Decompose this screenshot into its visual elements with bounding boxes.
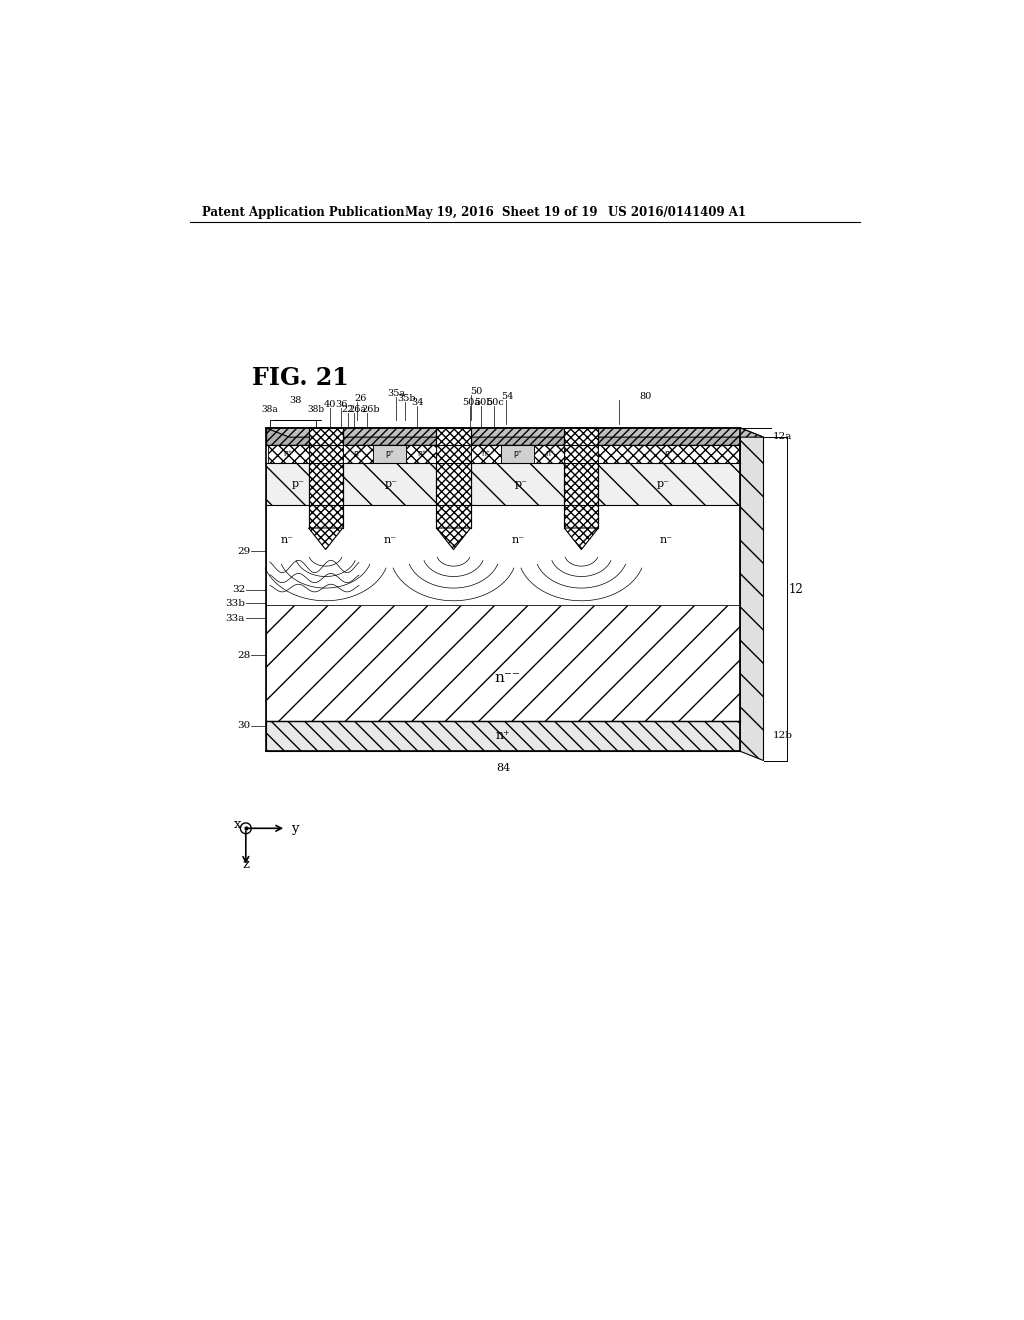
Text: 38a: 38a [261,405,279,414]
Text: p⁺: p⁺ [385,449,394,458]
Text: 36: 36 [335,400,347,409]
Text: 33b: 33b [225,599,245,609]
Text: n⁺: n⁺ [545,449,554,458]
Text: 50a: 50a [462,399,480,407]
Text: 38: 38 [289,396,302,405]
Bar [267,445,308,462]
Text: 34: 34 [412,399,424,407]
Text: n⁺: n⁺ [664,449,673,458]
Text: n⁺: n⁺ [284,449,293,458]
Text: p⁺: p⁺ [513,449,522,458]
Text: 33a: 33a [225,614,245,623]
Bar [308,428,343,528]
Text: p⁻: p⁻ [656,479,670,488]
Text: n⁺: n⁺ [481,449,490,458]
Text: 50c: 50c [486,399,504,407]
Text: 29: 29 [238,546,251,556]
Bar [598,445,738,462]
Text: 12: 12 [790,583,804,597]
Text: US 2016/0141409 A1: US 2016/0141409 A1 [608,206,746,219]
Text: 50: 50 [471,387,483,396]
Text: n⁺: n⁺ [496,730,510,742]
Text: 12b: 12b [773,731,793,741]
Bar [343,445,373,462]
Bar [266,504,740,605]
Text: p⁻: p⁻ [385,479,398,488]
Bar [266,462,740,506]
Bar [471,445,501,462]
Text: p⁻: p⁻ [292,479,305,488]
Text: 28: 28 [238,651,251,660]
Polygon shape [564,528,598,549]
Text: 35b: 35b [397,395,417,404]
Bar [373,445,407,462]
Text: 26a: 26a [348,405,367,414]
Text: z: z [243,858,249,871]
Text: May 19, 2016  Sheet 19 of 19: May 19, 2016 Sheet 19 of 19 [406,206,598,219]
Text: 32: 32 [231,585,245,594]
Text: n⁺: n⁺ [417,449,426,458]
Bar [407,445,436,462]
Text: 22: 22 [342,405,354,414]
Text: n⁻: n⁻ [511,535,524,545]
Text: n⁺: n⁺ [353,449,362,458]
Text: 84: 84 [496,763,510,772]
Text: 12a: 12a [773,432,793,441]
Text: 80: 80 [640,392,652,401]
Text: 38b: 38b [308,405,325,414]
Polygon shape [266,428,764,437]
Text: 30: 30 [238,722,251,730]
Bar [436,428,471,528]
Bar [266,428,740,445]
Text: n⁻: n⁻ [281,535,294,545]
Bar [535,445,564,462]
Text: 40: 40 [324,400,336,409]
Text: 54: 54 [502,392,514,401]
Text: Patent Application Publication: Patent Application Publication [202,206,404,219]
Text: y: y [291,822,298,834]
Text: 35a: 35a [387,389,406,397]
Text: n⁻⁻: n⁻⁻ [495,671,520,685]
Bar [564,428,598,528]
Polygon shape [308,528,343,549]
Text: n⁻: n⁻ [660,535,673,545]
Polygon shape [436,528,471,549]
Text: 26b: 26b [361,405,380,414]
Bar [501,445,535,462]
Text: 26: 26 [354,395,367,404]
Bar [266,605,740,721]
Text: n⁻: n⁻ [383,535,396,545]
Text: FIG. 21: FIG. 21 [252,367,349,391]
Polygon shape [740,428,764,760]
Text: 50b: 50b [474,399,493,407]
Text: p⁻: p⁻ [514,479,527,488]
Bar [266,721,740,751]
Text: x: x [234,817,242,830]
